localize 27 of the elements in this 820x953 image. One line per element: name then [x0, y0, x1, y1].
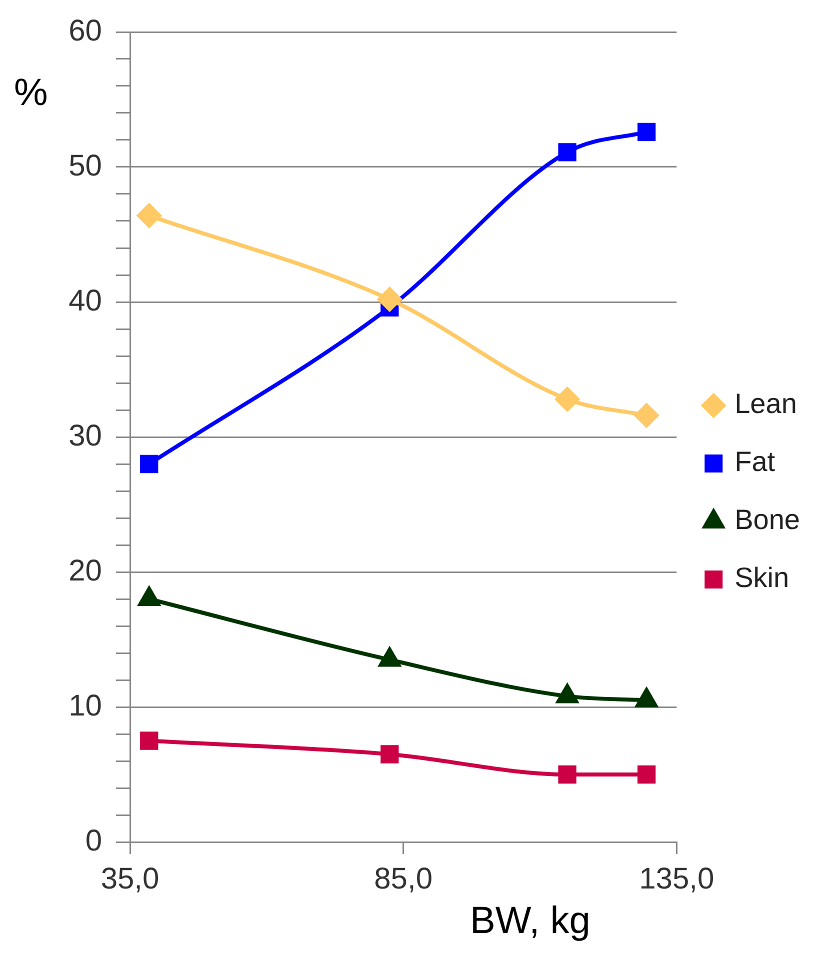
point [558, 765, 576, 784]
legend-label: Bone [734, 504, 800, 536]
y-tick-label: 60 [68, 14, 102, 48]
point [558, 143, 576, 162]
y-tick-label: 10 [68, 689, 102, 722]
y-tick-label: 40 [68, 284, 102, 318]
legend-label: Skin [734, 562, 790, 594]
x-tick-label: 35,0 [100, 862, 160, 896]
point [137, 204, 162, 228]
legend-label: Fat [734, 446, 776, 478]
point [555, 387, 580, 412]
y-axis-title: % [14, 72, 48, 115]
point [637, 765, 656, 784]
point [380, 745, 399, 764]
point [634, 403, 659, 428]
x-tick-label: 135,0 [639, 862, 714, 896]
x-axis-title: BW, kg [470, 900, 590, 943]
point [140, 732, 158, 750]
point [140, 454, 158, 474]
y-tick-label: 20 [68, 554, 102, 588]
y-tick-label: 30 [68, 419, 102, 452]
x-tick-label: 85,0 [374, 862, 432, 896]
y-tick-label: 0 [85, 824, 102, 858]
point [378, 287, 402, 312]
point [637, 122, 656, 141]
y-tick-label: 50 [68, 149, 102, 182]
legend-label: Lean [734, 388, 797, 420]
